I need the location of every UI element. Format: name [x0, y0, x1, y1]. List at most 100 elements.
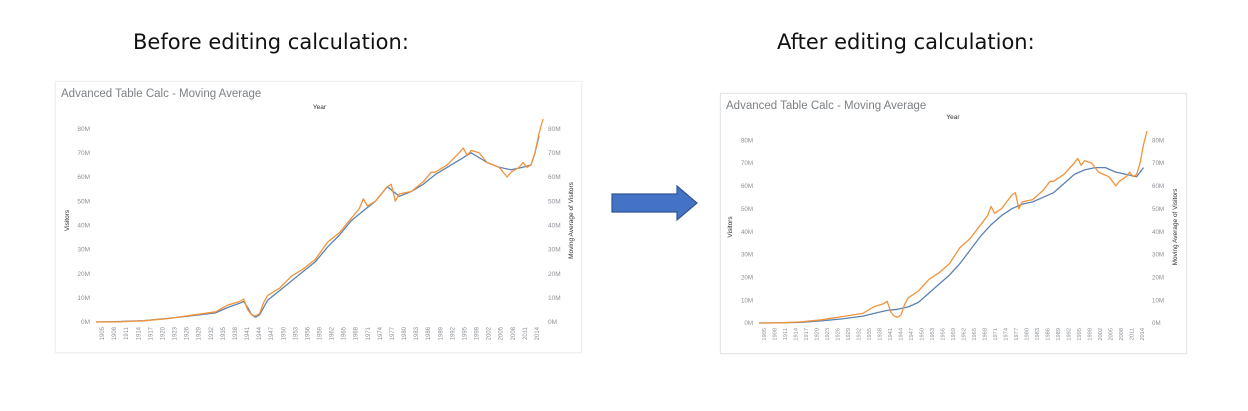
- x-tick-label: 1992: [450, 326, 456, 340]
- x-tick-label: 1959: [318, 326, 324, 340]
- x-tick-label: 2002: [487, 326, 493, 340]
- y-tick-label: 0M: [81, 319, 90, 326]
- x-tick-label: 1983: [414, 326, 420, 340]
- y2-tick-label: 70M: [1152, 160, 1164, 167]
- x-tick-label: 1917: [148, 326, 154, 340]
- right-arrow-icon: [611, 185, 698, 221]
- x-tick-label: 1911: [124, 326, 130, 340]
- x-tick-label: 1947: [269, 326, 275, 340]
- x-tick-label: 1977: [390, 326, 396, 340]
- x-tick-label: 1971: [366, 326, 372, 340]
- x-tick-label: 1950: [281, 326, 287, 340]
- y2-tick-label: 10M: [1152, 297, 1164, 304]
- y2-tick-label: 20M: [1152, 274, 1164, 281]
- x-tick-label: 1956: [941, 328, 947, 341]
- caption-after: After editing calculation:: [777, 30, 1035, 54]
- y-axis-title: Visitors: [727, 216, 734, 238]
- y-tick-label: 30M: [741, 252, 753, 259]
- x-tick-label: 1938: [233, 326, 239, 340]
- moving-average-line: [758, 130, 1148, 324]
- x-tick-label: 1941: [888, 328, 894, 341]
- y-tick-label: 80M: [741, 137, 753, 144]
- x-tick-label: 1968: [982, 328, 988, 341]
- x-tick-label: 1905: [100, 326, 106, 340]
- x-tick-label: 1920: [815, 328, 821, 341]
- x-tick-label: 1974: [378, 326, 384, 340]
- visitors-line: [758, 166, 1145, 324]
- y-tick-label: 0M: [744, 320, 753, 327]
- x-tick-label: 2014: [535, 326, 541, 340]
- x-tick-label: 1989: [1056, 328, 1062, 341]
- x-tick-label: 2011: [1129, 328, 1135, 340]
- x-tick-label: 1995: [462, 326, 468, 340]
- x-tick-label: 1935: [867, 328, 873, 341]
- x-tick-label: 1953: [293, 326, 299, 340]
- chart-before: Advanced Table Calc - Moving Average Yea…: [55, 81, 582, 353]
- y2-tick-label: 10M: [548, 295, 561, 302]
- x-tick-label: 1947: [909, 328, 915, 341]
- x-tick-label: 1998: [475, 326, 481, 340]
- y-tick-label: 50M: [741, 206, 753, 213]
- x-tick-label: 1914: [136, 326, 142, 340]
- y2-tick-label: 80M: [548, 126, 561, 133]
- y-tick-label: 20M: [741, 274, 753, 281]
- x-tick-label: 2014: [1140, 328, 1146, 341]
- x-tick-label: 2008: [1119, 328, 1125, 341]
- x-tick-label: 1941: [245, 326, 251, 340]
- y-axis-title: Visitors: [64, 209, 71, 231]
- chart-before-svg: Year Visitors Moving Average of Visitors 0M…: [64, 104, 575, 340]
- y2-tick-label: 0M: [1152, 320, 1161, 327]
- x-tick-label: 1923: [825, 328, 831, 341]
- x-tick-label: 1983: [1035, 328, 1041, 341]
- x-tick-label: 1944: [899, 328, 905, 341]
- x-tick-label: 2005: [1108, 328, 1114, 341]
- y-tick-label: 80M: [77, 126, 90, 133]
- x-tick-label: 1926: [836, 328, 842, 341]
- x-tick-label: 1932: [857, 328, 863, 341]
- x-tick-label: 1959: [951, 328, 957, 341]
- chart-title: Advanced Table Calc - Moving Average: [726, 100, 927, 112]
- y2-tick-label: 30M: [1152, 252, 1164, 259]
- y-tick-label: 60M: [741, 183, 753, 190]
- y-tick-label: 10M: [741, 297, 753, 304]
- x-tick-label: 1929: [197, 326, 203, 340]
- y-tick-label: 40M: [77, 223, 90, 230]
- x-tick-label: 1965: [972, 328, 978, 341]
- x-tick-label: 1980: [402, 326, 408, 340]
- caption-before: Before editing calculation:: [133, 30, 409, 54]
- y2-tick-label: 50M: [1152, 206, 1164, 213]
- x-tick-label: 1911: [783, 328, 789, 340]
- x-tick-label: 2005: [499, 326, 505, 340]
- x-tick-label: 1908: [773, 328, 779, 341]
- y-tick-label: 70M: [77, 150, 90, 157]
- y-tick-label: 20M: [77, 271, 90, 278]
- x-axis-title: Year: [946, 114, 960, 121]
- y2-tick-label: 0M: [548, 319, 557, 326]
- y2-tick-label: 70M: [548, 150, 561, 157]
- x-tick-label: 1968: [354, 326, 360, 340]
- x-tick-label: 1905: [762, 328, 768, 341]
- x-tick-label: 1923: [173, 326, 179, 340]
- x-tick-label: 1995: [1077, 328, 1083, 341]
- x-tick-label: 2008: [511, 326, 517, 340]
- y2-tick-label: 30M: [548, 247, 561, 254]
- x-tick-label: 1908: [112, 326, 118, 340]
- moving-average-line: [95, 118, 544, 323]
- chart-title: Advanced Table Calc - Moving Average: [61, 88, 262, 100]
- x-tick-label: 1977: [1014, 328, 1020, 341]
- y2-tick-label: 50M: [548, 198, 561, 205]
- x-tick-label: 1965: [342, 326, 348, 340]
- x-tick-label: 1920: [160, 326, 166, 340]
- y2-tick-label: 20M: [548, 271, 561, 278]
- x-tick-label: 1992: [1066, 328, 1072, 341]
- y-tick-label: 40M: [741, 229, 753, 236]
- y-tick-label: 10M: [77, 295, 90, 302]
- x-tick-label: 1962: [961, 328, 967, 341]
- x-tick-label: 1935: [221, 326, 227, 340]
- y2-tick-label: 60M: [548, 174, 561, 181]
- x-tick-label: 1932: [209, 326, 215, 340]
- y2-tick-label: 40M: [1152, 229, 1164, 236]
- x-tick-label: 1926: [185, 326, 191, 340]
- x-tick-label: 1938: [878, 328, 884, 341]
- y-tick-label: 50M: [77, 198, 90, 205]
